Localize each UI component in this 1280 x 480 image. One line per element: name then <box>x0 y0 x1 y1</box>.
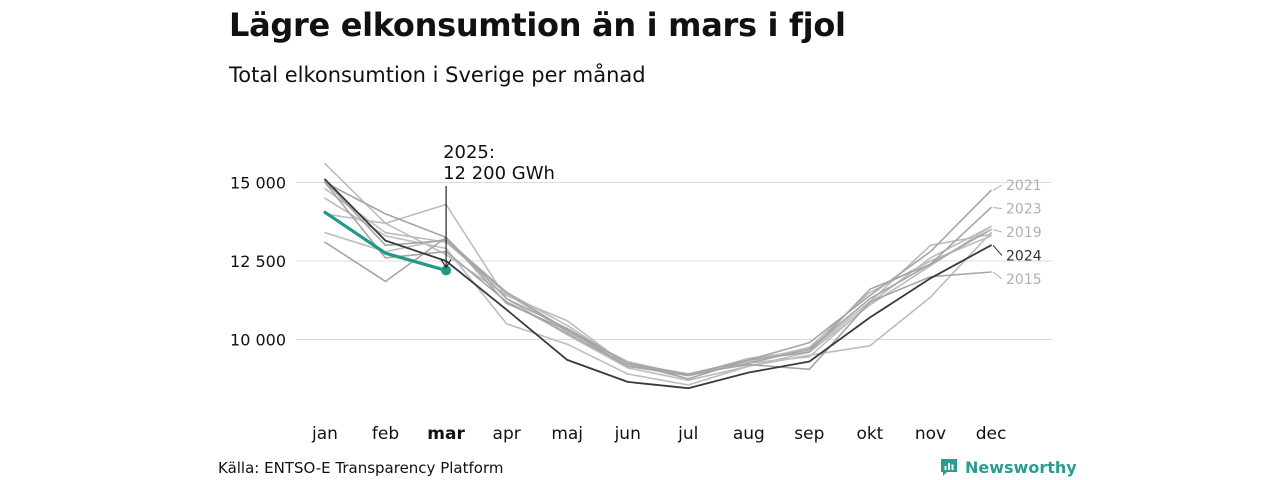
x-tick-label: jun <box>614 424 641 444</box>
series-line-2022 <box>324 188 992 377</box>
series-line-2016 <box>324 162 992 377</box>
series-line-2023 <box>324 180 992 375</box>
series-label-leader <box>992 207 1003 209</box>
annotation-value-label: 12 200 GWh <box>443 163 555 184</box>
chart-subtitle: Total elkonsumtion i Sverige per månad <box>229 63 646 87</box>
x-tick-label: maj <box>551 424 583 444</box>
y-tick-label: 12 500 <box>230 252 286 271</box>
x-tick-label: jul <box>677 424 698 444</box>
x-tick-label: aug <box>733 424 765 444</box>
x-tick-label: mar <box>427 424 465 444</box>
series-line-2021 <box>324 181 992 380</box>
series-line-2017 <box>324 197 992 386</box>
y-tick-label: 15 000 <box>230 174 286 193</box>
x-tick-label: okt <box>856 424 883 444</box>
series-endpoint-2025 <box>441 265 452 276</box>
series-label-leader <box>992 271 1003 280</box>
series-labels: 2021 2023 2019 2024 2015 <box>992 178 1042 288</box>
x-tick-label: jan <box>311 424 338 444</box>
brand-name: Newsworthy <box>965 457 1077 477</box>
series-label-2015: 2015 <box>1006 272 1042 288</box>
x-tick-label: dec <box>976 424 1007 444</box>
series-line-2025 <box>323 210 448 272</box>
newsworthy-logo[interactable]: Newsworthy <box>939 457 1077 477</box>
annotation: 2025: 12 200 GWh <box>440 142 555 269</box>
series-label-2023: 2023 <box>1006 202 1042 218</box>
y-tick-label: 10 000 <box>230 331 286 350</box>
x-tick-label: sep <box>794 424 824 444</box>
series-lines <box>323 162 992 390</box>
source-note: Källa: ENTSO-E Transparency Platform <box>218 459 504 477</box>
newsworthy-logo-icon <box>941 459 957 476</box>
annotation-year-label: 2025: <box>443 142 495 163</box>
annotation-arrowhead <box>440 259 452 269</box>
series-label-2019: 2019 <box>1006 225 1042 241</box>
chart-title: Lägre elkonsumtion än i mars i fjol <box>229 6 846 44</box>
series-label-leader <box>992 244 1003 256</box>
series-label-leader <box>992 184 1003 191</box>
series-label-leader <box>992 229 1003 233</box>
x-tick-label: feb <box>372 424 399 444</box>
series-line-2024 <box>324 178 992 390</box>
y-axis-ticks: 10 000 12 500 15 000 <box>230 174 286 350</box>
series-label-2024: 2024 <box>1006 249 1042 265</box>
x-axis-ticks: jan feb mar apr maj jun jul aug sep okt nov dec <box>311 424 1006 444</box>
series-label-2021: 2021 <box>1006 178 1042 194</box>
x-tick-label: nov <box>915 424 946 444</box>
x-tick-label: apr <box>493 424 521 444</box>
series-line-2015 <box>324 236 992 375</box>
